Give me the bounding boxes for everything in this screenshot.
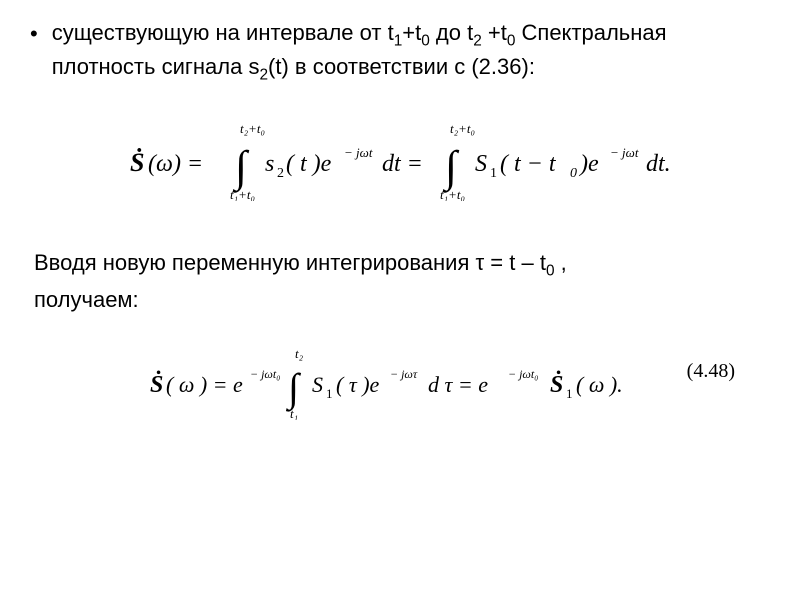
bullet-marker: • [30,20,38,49]
sub: 0 [546,263,555,280]
eq-S1: S [312,372,323,397]
sub: 1 [394,32,403,49]
equation-2-svg: Ṡ ( ω ) = e − jωt₀ t₂ ∫ t₁ S 1 ( τ )e − … [150,346,650,420]
eq-s2sub: 2 [277,166,284,181]
eq-sdot: Ṡ [150,371,163,398]
eq-omega: (ω) = [148,151,203,177]
txt: +t [482,20,507,45]
eq-exp2: − jωτ [390,367,418,381]
eq-omega: ( ω ) = e [166,372,243,397]
sub: 2 [473,32,482,49]
eq-limbot2: t₁+t₀ [440,187,465,201]
bullet-text: существующую на интервале от t1+t0 до t2… [52,18,770,86]
equation-2-wrap: Ṡ ( ω ) = e − jωt₀ t₂ ∫ t₁ S 1 ( τ )e − … [30,346,770,425]
middle-text: Вводя новую переменную интегрирования τ … [34,246,770,316]
eq-s2: s [265,151,274,177]
bullet-item: • существующую на интервале от t1+t0 до … [30,18,770,86]
eq-dt2: dt. [646,151,670,177]
txt: до t [430,20,473,45]
eq-tau: ( τ )e [336,372,380,397]
txt: , [555,250,567,275]
eq-exp1: − jωt [344,145,373,160]
eq-exp1: − jωt₀ [250,367,280,381]
eq-S1close: )e [578,151,599,177]
eq-limtop: t₂+t₀ [240,121,265,136]
txt: существующую на интервале от t [52,20,394,45]
equation-ref: (4.48) [687,360,735,383]
equation-2: Ṡ ( ω ) = e − jωt₀ t₂ ∫ t₁ S 1 ( τ )e − … [30,346,770,425]
eq-limbot: t₁+t₀ [230,187,255,201]
txt: плотность сигнала s [52,54,260,79]
eq-sdot: Ṡ [130,148,144,177]
tau: τ [475,250,484,275]
eq-exp3: − jωt₀ [508,367,538,381]
eq-S1sub: 1 [490,166,497,181]
txt: = t – t [484,250,546,275]
eq-dt: dt = [382,151,423,177]
sub: 2 [259,67,268,84]
eq-S1sub0: 0 [570,166,577,181]
eq-S1b: 1 [566,386,573,401]
eq-limbot: t₁ [290,406,298,420]
equation-1-svg: Ṡ (ω) = t₂+t₀ ∫ t₁+t₀ s 2 ( t )e − jωt d… [130,121,670,201]
integral-sign: ∫ [442,142,460,193]
eq-exp2: − jωt [610,145,639,160]
eq-dtau: d τ = e [428,372,488,397]
eq-S1: S [475,151,487,177]
eq-limtop: t₂ [295,346,304,361]
txt: (t) в соответствии с (2.36): [268,54,535,79]
txt: Вводя новую переменную интегрирования [34,250,475,275]
equation-1: Ṡ (ω) = t₂+t₀ ∫ t₁+t₀ s 2 ( t )e − jωt d… [30,121,770,206]
eq-S1sub: 1 [326,386,333,401]
txt: Спектральная [515,20,666,45]
eq-sdot2: Ṡ [550,371,563,398]
sub: 0 [421,32,430,49]
eq-s2paren: ( t )e [286,151,332,177]
eq-omega2: ( ω ). [576,372,623,397]
eq-S1paren: ( t − t [500,151,557,177]
integral-sign: ∫ [232,142,250,193]
eq-limtop2: t₂+t₀ [450,121,475,136]
txt: +t [402,20,421,45]
txt: получаем: [34,287,139,312]
integral-sign: ∫ [285,365,302,412]
